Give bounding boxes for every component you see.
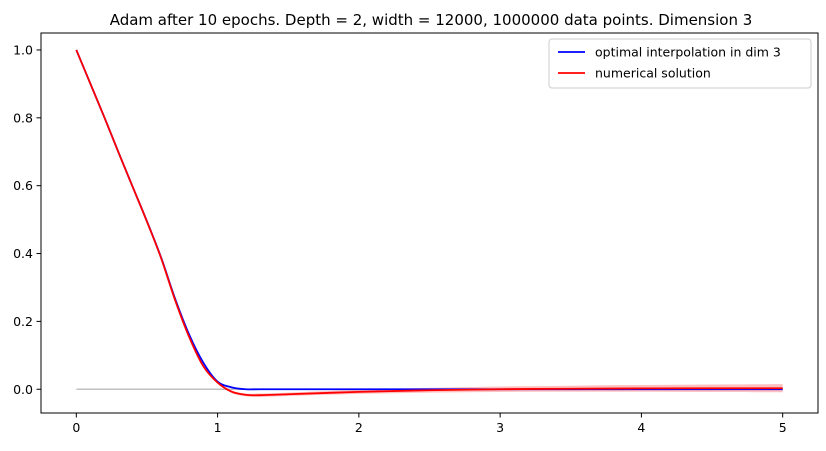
x-axis: 0 1 2 3 4 5	[72, 413, 787, 435]
legend-box	[548, 38, 812, 89]
y-tick-label: 0.6	[13, 178, 33, 193]
y-tick-label: 0.0	[13, 382, 33, 397]
y-axis: 0.0 0.2 0.4 0.6 0.8 1.0	[13, 42, 41, 397]
legend: optimal interpolation in dim 3 numerical …	[548, 38, 812, 89]
legend-label: numerical solution	[595, 66, 711, 81]
legend-label: optimal interpolation in dim 3	[595, 45, 781, 60]
series-line-0	[75, 49, 783, 391]
y-tick-label: 1.0	[13, 42, 33, 57]
x-tick-label: 1	[214, 420, 222, 435]
y-tick-label: 0.2	[13, 314, 33, 329]
x-tick-label: 4	[637, 420, 645, 435]
confidence-band-layer	[76, 49, 783, 397]
x-tick-label: 5	[779, 420, 787, 435]
y-tick-label: 0.4	[13, 246, 33, 261]
chart-title: Adam after 10 epochs. Depth = 2, width =…	[110, 11, 753, 29]
series-line-1	[75, 49, 783, 397]
x-tick-label: 2	[355, 420, 363, 435]
y-tick-label: 0.8	[13, 110, 33, 125]
plot-frame	[40, 32, 819, 414]
x-tick-label: 0	[72, 420, 80, 435]
series-layer	[75, 49, 783, 397]
series-band-1	[76, 49, 783, 397]
x-tick-label: 3	[496, 420, 504, 435]
